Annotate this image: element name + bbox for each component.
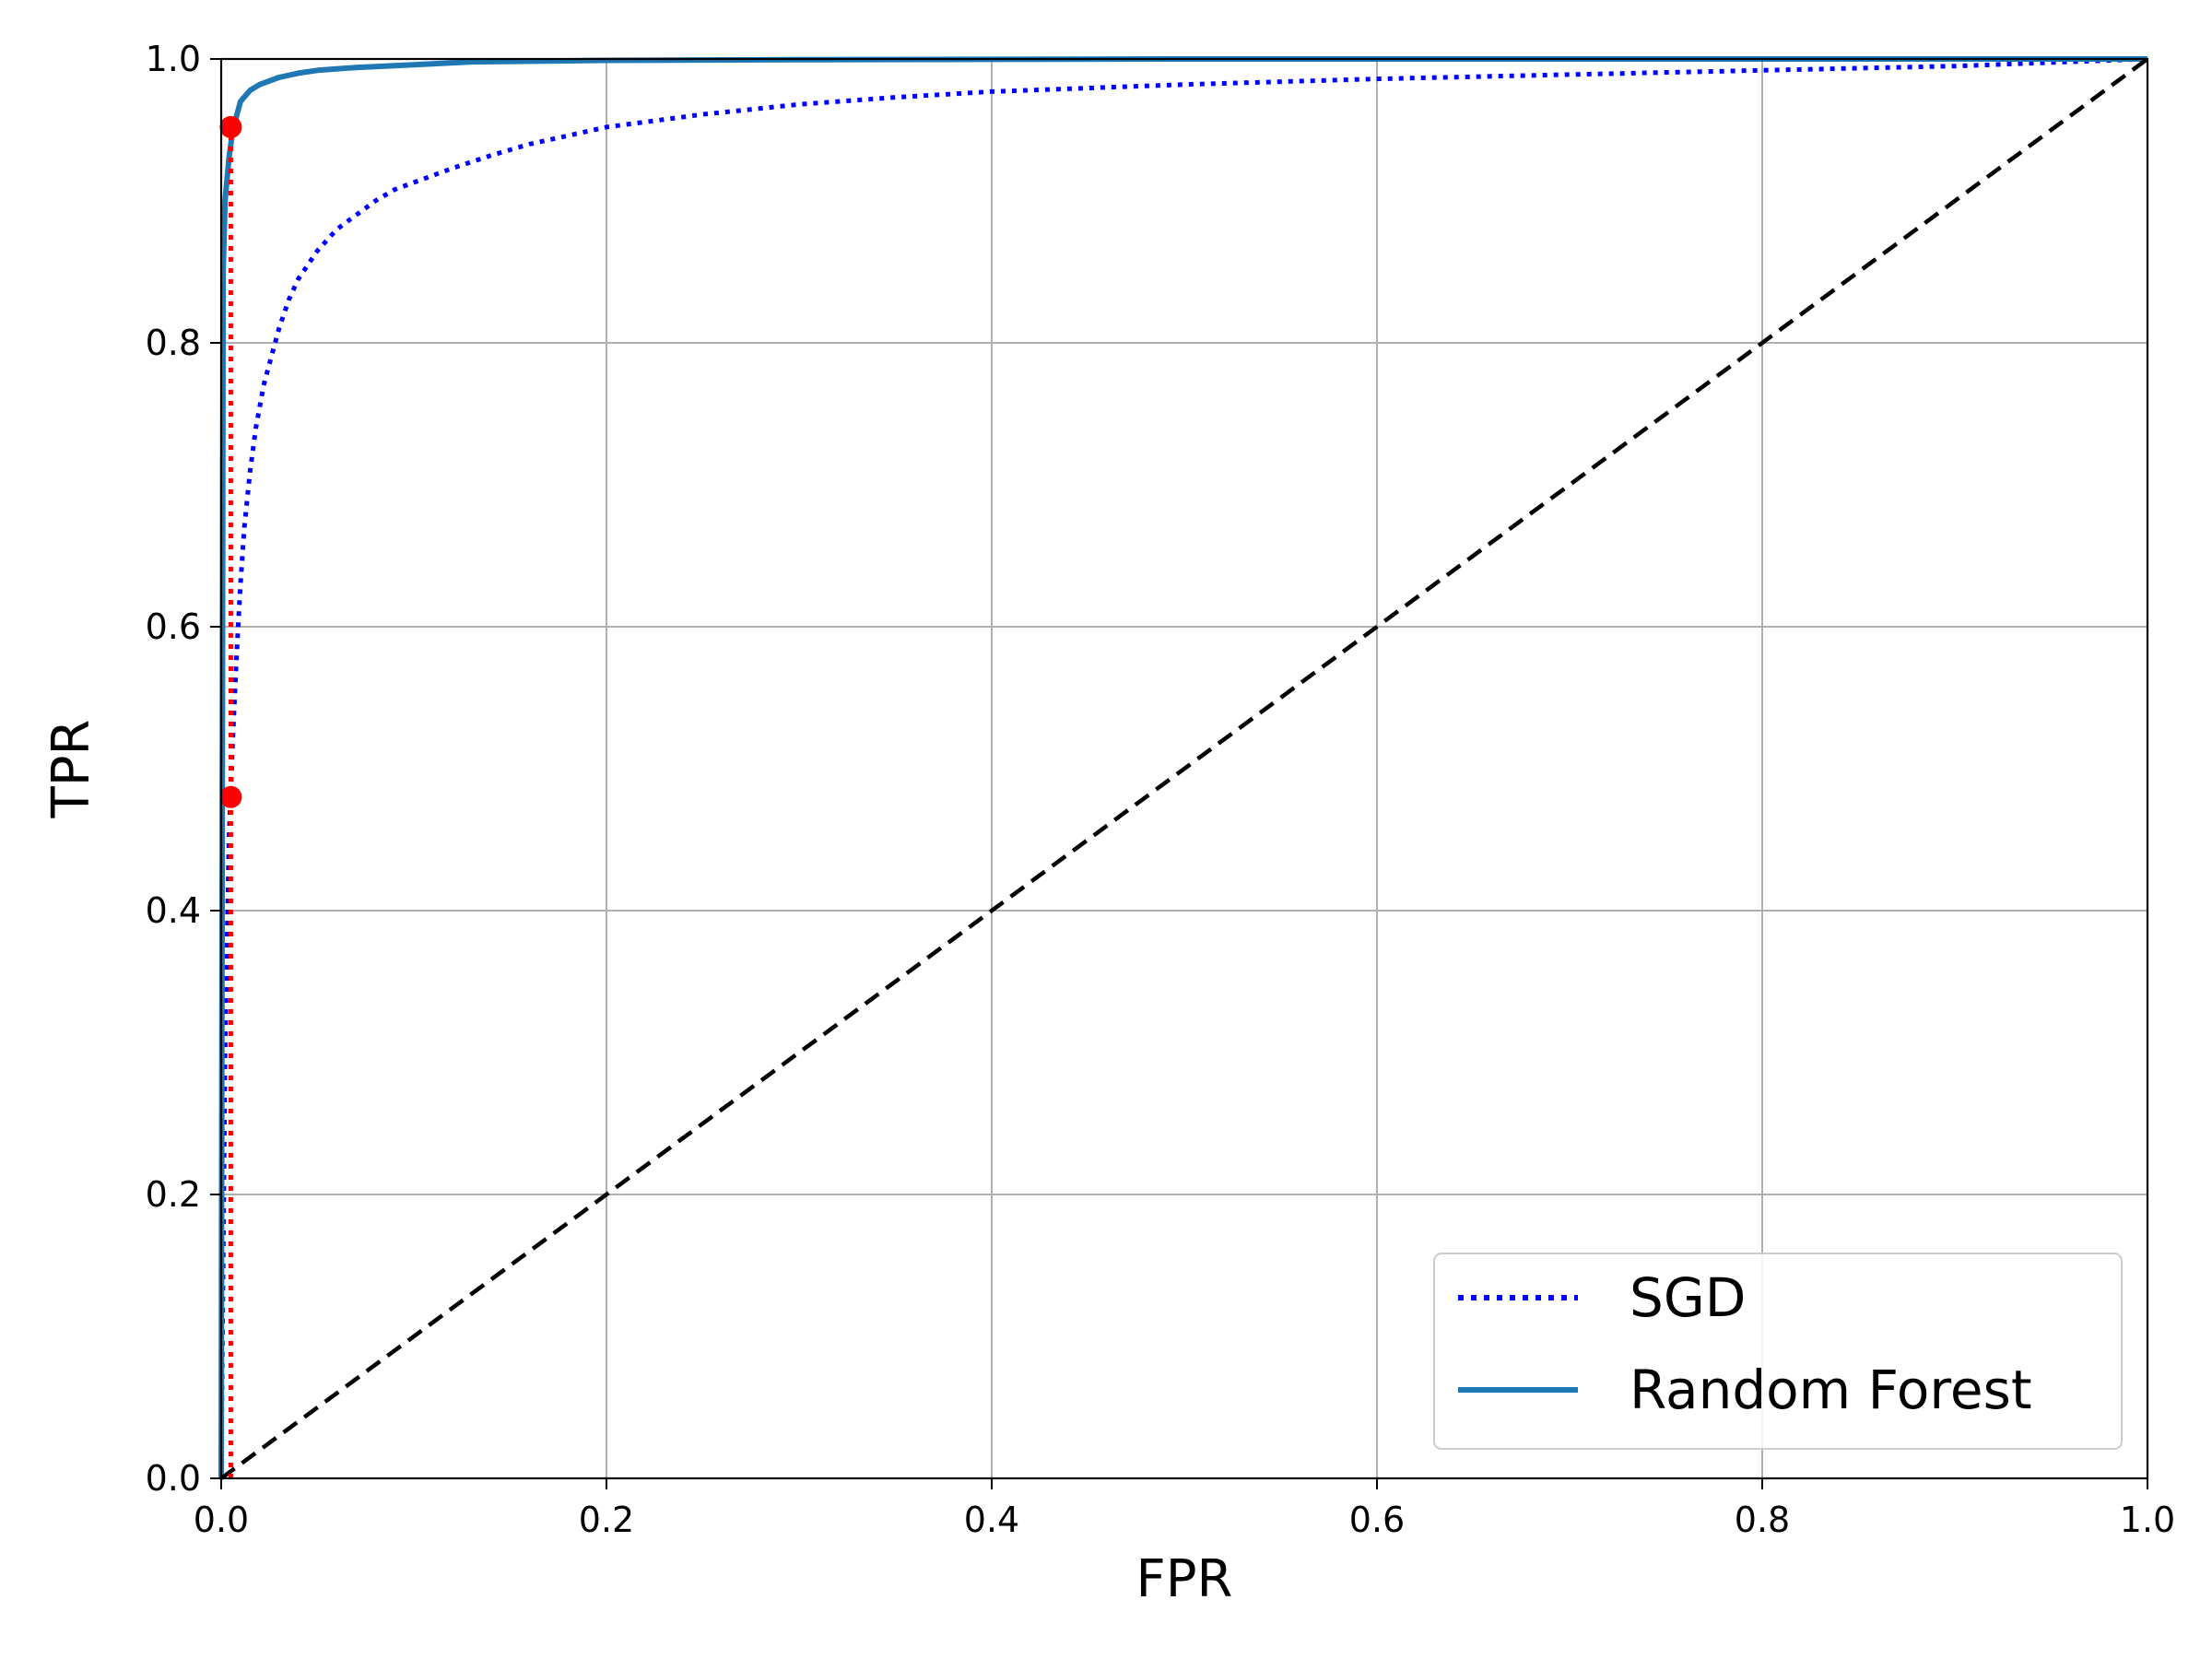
y-axis-label: TPR xyxy=(41,720,101,819)
y-tick-label: 0.2 xyxy=(146,1174,201,1215)
x-tick-label: 0.6 xyxy=(1349,1500,1405,1540)
x-tick-label: 1.0 xyxy=(2120,1500,2175,1540)
legend-label-sgd: SGD xyxy=(1630,1266,1746,1329)
diagonal-reference-line xyxy=(219,57,2149,1480)
legend-label-random-forest: Random Forest xyxy=(1630,1359,2032,1421)
threshold-point xyxy=(219,785,242,808)
y-tick-label: 1.0 xyxy=(146,39,201,79)
x-tick-label: 0.2 xyxy=(579,1500,634,1540)
x-tick-label: 0.4 xyxy=(964,1500,1019,1540)
y-tick-label: 0.4 xyxy=(146,890,201,931)
y-tick-label: 0.6 xyxy=(146,606,201,647)
y-tick-label: 0.0 xyxy=(146,1458,201,1499)
axes-frame xyxy=(219,57,2149,1480)
tick-labels: 0.0 0.2 0.4 0.6 0.8 1.0 0.0 0.2 0.4 0.6 0.8 1.0 xyxy=(146,39,2176,1540)
plot-area xyxy=(218,56,2149,1480)
legend: SGD Random Forest xyxy=(1433,1253,2123,1450)
threshold-point xyxy=(219,115,242,138)
x-tick-label: 0.8 xyxy=(1735,1500,1790,1540)
legend-box xyxy=(1433,1253,2123,1450)
y-tick-label: 0.8 xyxy=(146,323,201,363)
x-tick-label: 0.0 xyxy=(194,1500,249,1540)
series-sgd xyxy=(218,56,2148,1479)
ticks xyxy=(210,58,2148,1489)
x-axis-label: FPR xyxy=(1136,1549,1233,1609)
